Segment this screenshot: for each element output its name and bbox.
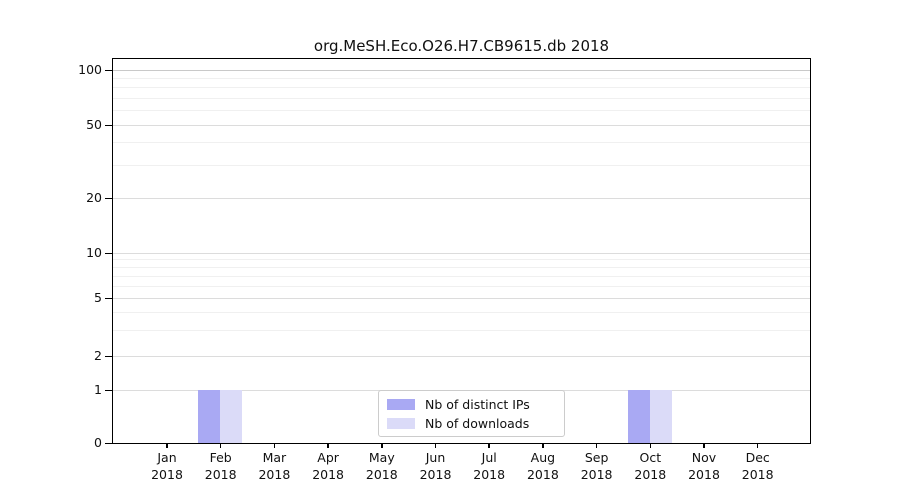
y-gridline-major xyxy=(113,197,810,199)
bar-oct-distinct-ips xyxy=(627,390,650,443)
x-tick-mark xyxy=(273,443,276,448)
y-tick-label: 5 xyxy=(94,290,102,305)
x-tick-label: Jun 2018 xyxy=(419,450,452,482)
x-tick-label: Dec 2018 xyxy=(741,450,774,482)
y-tick-mark xyxy=(105,389,112,391)
x-tick-mark xyxy=(166,443,168,448)
y-gridline-major xyxy=(113,69,810,71)
x-tick-label: Feb 2018 xyxy=(204,450,237,482)
plot-area xyxy=(112,58,811,444)
x-tick-mark xyxy=(542,443,544,448)
y-tick-label: 100 xyxy=(78,62,102,77)
x-tick-label: Jan 2018 xyxy=(151,450,183,482)
y-tick-label: 20 xyxy=(86,190,102,205)
legend-item-downloads: Nb of downloads xyxy=(387,414,556,432)
bar-oct-downloads xyxy=(649,390,672,443)
x-tick-mark xyxy=(327,443,329,448)
y-gridline-major xyxy=(113,355,810,357)
x-tick-mark xyxy=(381,443,383,448)
y-gridline-major xyxy=(113,297,810,299)
y-gridline-minor xyxy=(113,266,810,268)
y-gridline-major xyxy=(113,252,810,254)
legend-label-downloads: Nb of downloads xyxy=(425,415,530,431)
x-tick-mark xyxy=(219,443,222,448)
legend-swatch-distinct-ips xyxy=(387,398,415,410)
y-tick-mark xyxy=(105,355,112,357)
x-tick-mark xyxy=(649,443,652,448)
y-gridline-minor xyxy=(113,275,810,277)
x-tick-label: Aug 2018 xyxy=(526,450,559,482)
y-tick-label: 1 xyxy=(94,382,102,397)
y-tick-label: 0 xyxy=(94,435,102,450)
legend-swatch-downloads xyxy=(387,417,415,429)
y-gridline-minor xyxy=(113,329,810,331)
y-gridline-minor xyxy=(113,77,810,79)
bar-feb-distinct-ips xyxy=(198,390,221,443)
x-tick-mark xyxy=(703,443,705,448)
y-gridline-minor xyxy=(113,285,810,287)
y-gridline-minor xyxy=(113,259,810,261)
y-tick-mark xyxy=(105,69,112,71)
x-tick-label: Jul 2018 xyxy=(473,450,506,482)
y-tick-label: 50 xyxy=(86,117,102,132)
y-gridline-minor xyxy=(113,142,810,144)
legend: Nb of distinct IPs Nb of downloads xyxy=(378,390,565,437)
y-gridline-minor xyxy=(113,87,810,89)
y-gridline-minor xyxy=(113,110,810,112)
y-gridline-minor xyxy=(113,165,810,167)
y-gridline-major xyxy=(113,124,810,126)
x-tick-label: Apr 2018 xyxy=(312,450,344,482)
x-tick-mark xyxy=(595,443,598,448)
y-tick-mark xyxy=(105,197,112,199)
legend-item-distinct-ips: Nb of distinct IPs xyxy=(387,395,556,413)
y-tick-mark xyxy=(105,442,112,444)
x-tick-mark xyxy=(488,443,490,448)
y-tick-label: 10 xyxy=(86,245,102,260)
x-tick-label: Sep 2018 xyxy=(580,450,613,482)
bar-feb-downloads xyxy=(220,390,243,443)
y-tick-label: 2 xyxy=(94,348,102,363)
x-tick-mark xyxy=(434,443,437,448)
x-tick-label: Mar 2018 xyxy=(258,450,291,482)
y-tick-mark xyxy=(105,297,112,299)
x-tick-label: May 2018 xyxy=(365,450,398,482)
x-tick-label: Oct 2018 xyxy=(634,450,667,482)
x-tick-label: Nov 2018 xyxy=(688,450,720,482)
legend-label-distinct-ips: Nb of distinct IPs xyxy=(425,396,530,412)
y-gridline-minor xyxy=(113,97,810,99)
x-tick-mark xyxy=(756,443,759,448)
y-tick-mark xyxy=(105,252,112,254)
y-tick-mark xyxy=(105,124,112,126)
chart-title: org.MeSH.Eco.O26.H7.CB9615.db 2018 xyxy=(313,37,610,55)
y-gridline-minor xyxy=(113,311,810,313)
